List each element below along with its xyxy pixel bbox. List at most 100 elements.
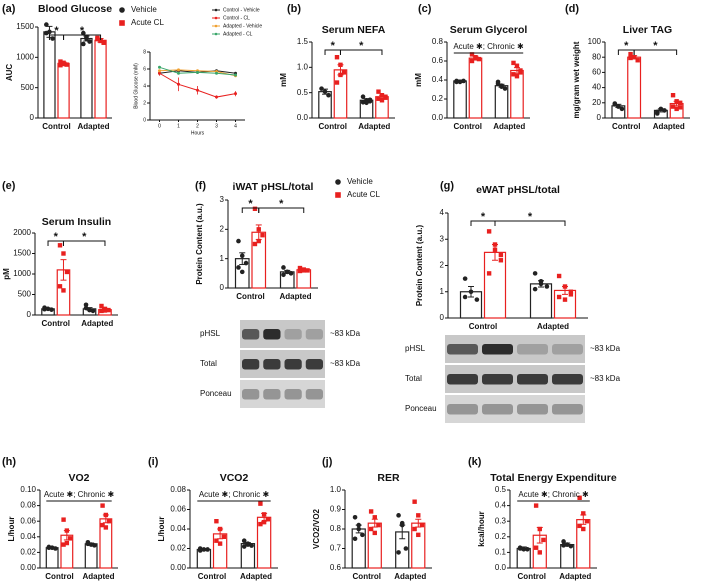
data-point [284, 269, 290, 275]
data-point [197, 548, 203, 553]
x-tick-label: Adapted [78, 122, 110, 131]
data-point [256, 227, 261, 232]
data-point [396, 513, 401, 518]
panel-letter: (g) [440, 180, 454, 192]
data-point [364, 100, 369, 106]
x-tick-label: Adapted [394, 572, 426, 581]
x-tick-label: 4 [234, 123, 237, 129]
x-tick-label: Adapted [559, 572, 591, 581]
legend-marker [214, 16, 218, 20]
panel-letter: (b) [287, 3, 301, 15]
data-point [462, 276, 468, 281]
y-tick-label: 60 [592, 68, 601, 77]
x-tick-label: Control [454, 122, 482, 131]
significance-bracket [339, 49, 383, 55]
data-point [288, 271, 294, 276]
data-point [462, 294, 468, 300]
y-tick-label: 8 [143, 49, 146, 55]
data-point [631, 55, 637, 60]
y-tick-label: 1000 [13, 269, 31, 278]
x-tick-label: Adapted [81, 319, 113, 328]
annotation: Acute ✱; Chronic ✱ [199, 490, 270, 499]
data-point [215, 71, 218, 75]
chart-title: iWAT pHSL/total [233, 181, 314, 193]
data-point [297, 265, 303, 271]
data-point [103, 525, 109, 530]
data-point [635, 58, 640, 63]
data-point [239, 253, 245, 259]
blot-band [305, 329, 323, 340]
blot-band [482, 404, 513, 415]
data-point [658, 106, 664, 112]
data-point [511, 60, 516, 66]
data-point [44, 30, 49, 36]
y-tick-label: 1.0 [297, 62, 309, 71]
x-tick-label: Control [469, 322, 497, 331]
data-point [419, 522, 425, 528]
x-tick-label: Adapted [83, 572, 115, 581]
blot-band [305, 359, 323, 370]
chart-title: VCO2 [220, 472, 249, 484]
data-point [457, 79, 463, 85]
x-tick-label: Adapted [358, 122, 390, 131]
data-point [81, 30, 86, 36]
data-point [577, 495, 582, 500]
y-tick-label: 2 [440, 261, 445, 270]
data-point [64, 269, 70, 275]
data-point [49, 307, 54, 312]
y-tick-label: 0.4 [495, 501, 507, 510]
data-point [498, 252, 504, 258]
data-point [581, 526, 586, 532]
blot-band [284, 329, 302, 340]
data-point [492, 247, 498, 252]
data-point [517, 546, 523, 551]
data-point [416, 532, 421, 538]
data-point [87, 307, 92, 313]
data-point [469, 52, 475, 57]
data-point [581, 511, 586, 516]
significance-bracket [494, 220, 566, 226]
data-point [177, 71, 180, 75]
y-tick-label: 1500 [13, 249, 31, 258]
y-tick-label: 0.0 [297, 113, 309, 122]
error-bar [60, 259, 67, 281]
data-point [236, 238, 241, 244]
significance-star: * [54, 231, 59, 243]
x-tick-label: 3 [215, 123, 218, 129]
data-point [568, 543, 574, 549]
bar [43, 31, 56, 119]
data-point [356, 522, 362, 528]
data-point [326, 92, 331, 98]
data-point [102, 308, 108, 313]
data-point [677, 100, 683, 105]
y-axis-label: mg/gram wet weight [572, 41, 581, 118]
data-point [674, 99, 679, 104]
data-point [85, 541, 91, 547]
y-tick-label: 0 [30, 113, 35, 122]
y-tick-label: 4 [440, 208, 445, 217]
blot-band [552, 344, 583, 355]
x-tick-label: Control [612, 122, 640, 131]
data-point [281, 265, 286, 270]
y-axis-label: AUC [5, 64, 14, 82]
data-point [258, 501, 263, 506]
data-point [670, 93, 676, 98]
x-tick-label: Control [45, 572, 73, 581]
y-tick-label: 0.08 [170, 485, 186, 494]
data-point [58, 59, 63, 64]
legend-label: Control - CL [223, 15, 250, 21]
data-point [655, 109, 660, 115]
data-point [532, 271, 538, 276]
significance-star: * [82, 231, 87, 243]
data-point [99, 308, 104, 314]
data-point [241, 544, 247, 549]
blot-band [517, 374, 548, 385]
data-point [537, 550, 542, 555]
data-point [628, 55, 633, 61]
data-point [50, 36, 55, 41]
bar [453, 80, 467, 119]
x-tick-label: Control [319, 122, 347, 131]
y-axis-label: kcal/hour [477, 511, 486, 547]
data-point [201, 547, 207, 552]
